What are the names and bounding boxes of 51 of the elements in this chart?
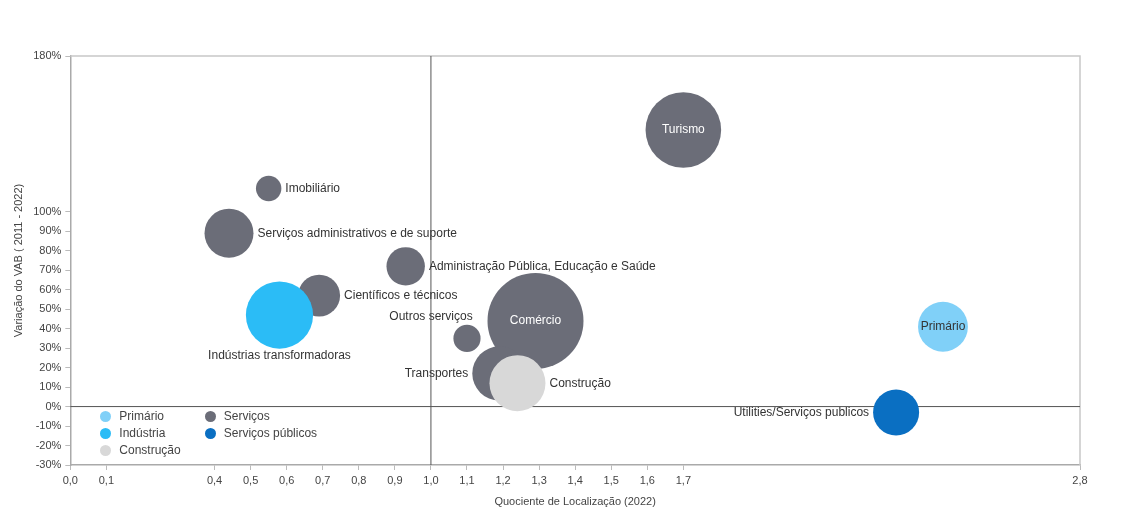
x-tick-label: 0,6	[279, 473, 295, 486]
annotation: Científicos e técnicos	[344, 287, 458, 302]
x-tick-label: 1,2	[495, 473, 511, 486]
y-axis-title: Variação do VAB ( 2011 - 2022)	[11, 183, 24, 338]
x-tick-label: 1,7	[675, 473, 691, 486]
annotation: Indústrias transformadoras	[208, 347, 351, 362]
y-tick-label: 30%	[39, 341, 62, 354]
annotation: Imobiliário	[285, 180, 341, 195]
annotation: Outros serviços	[389, 309, 473, 324]
annotation: Construção	[549, 375, 612, 390]
x-tick-label: 1,5	[603, 473, 619, 486]
x-tick-label: 2,8	[1072, 473, 1088, 486]
annotation: Utilities/Serviços publicos	[733, 404, 870, 419]
y-tick-label: 100%	[33, 204, 62, 217]
y-tick-label: 10%	[39, 380, 62, 393]
y-tick-label: 80%	[39, 243, 62, 256]
y-tick-label: 0%	[45, 399, 62, 412]
x-tick-label: 0,0	[62, 473, 78, 486]
x-tick-label: 0,7	[315, 473, 331, 486]
annotation: Serviços administrativos e de suporte	[257, 225, 458, 240]
annotation: Transportes	[404, 365, 469, 380]
y-tick-label: 20%	[39, 360, 62, 373]
x-tick-label: 1,0	[423, 473, 439, 486]
y-tick-label: -10%	[35, 419, 62, 432]
annotation: Turismo	[661, 122, 706, 137]
legend-label: Serviços	[223, 409, 270, 423]
x-tick-label: 1,6	[639, 473, 655, 486]
annotation: Comércio	[509, 313, 562, 328]
y-tick-label: 50%	[39, 302, 62, 315]
x-tick-label: 1,1	[459, 473, 475, 486]
legend-label: Primário	[119, 409, 164, 423]
y-tick-label: 60%	[39, 282, 62, 295]
legend-label: Construção	[119, 443, 181, 457]
x-tick-label: 1,4	[567, 473, 583, 486]
y-tick-label: -20%	[35, 438, 62, 451]
x-tick-label: 0,4	[206, 473, 223, 486]
legend-label: Indústria	[119, 426, 166, 440]
annotation: Primário	[920, 319, 966, 334]
y-tick-label: 70%	[39, 263, 62, 276]
x-axis-title: Quociente de Localização (2022)	[494, 494, 656, 507]
y-tick-label: 180%	[33, 49, 62, 62]
legend-label: Serviços públicos	[223, 426, 318, 440]
x-tick-label: 0,9	[387, 473, 403, 486]
annotation: Administração Pública, Educação e Saúde	[428, 258, 657, 273]
y-tick-label: 40%	[39, 321, 62, 334]
x-tick-label: 0,5	[242, 473, 259, 486]
x-tick-label: 0,8	[351, 473, 367, 486]
x-tick-label: 1,3	[531, 473, 547, 486]
x-tick-label: 0,1	[98, 473, 115, 486]
y-tick-label: -30%	[35, 458, 62, 471]
y-tick-label: 90%	[39, 224, 62, 237]
